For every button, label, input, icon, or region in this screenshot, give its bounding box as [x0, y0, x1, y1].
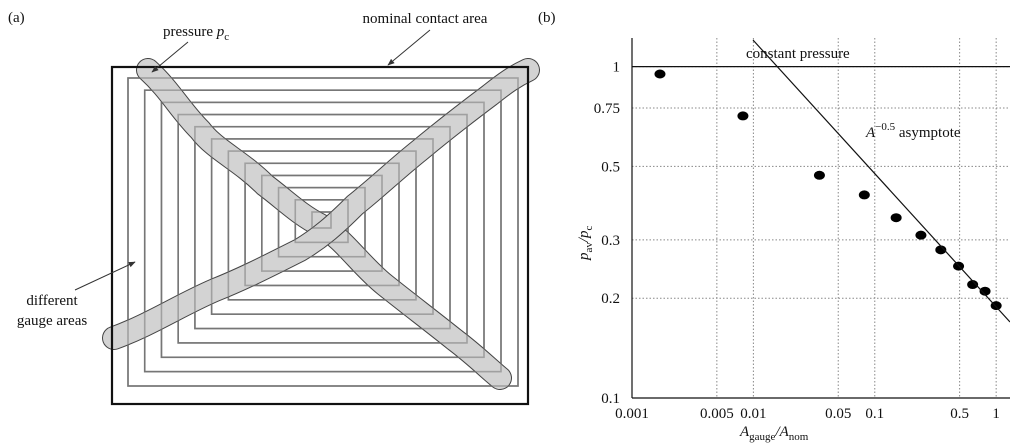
y-tick-label: 0.75	[594, 101, 620, 117]
asym-text: asymptote	[895, 125, 961, 141]
data-point	[654, 70, 665, 79]
data-point	[859, 190, 870, 199]
figure: (a) pressure pc nominal contact area dif…	[0, 0, 1010, 445]
x-label-part: /A	[774, 424, 789, 440]
y-axis-label: pav/pc	[576, 225, 595, 261]
y-label-part: /p	[576, 230, 592, 243]
x-tick-label: 1	[992, 406, 1000, 422]
y-label-sub: c	[583, 225, 595, 230]
x-tick-label: 0.001	[615, 406, 649, 422]
y-tick-label: 0.5	[601, 159, 620, 175]
x-tick-label: 0.005	[700, 406, 734, 422]
y-tick-label: 0.3	[601, 233, 620, 249]
x-tick-label: 0.01	[740, 406, 766, 422]
x-tick-label: 0.1	[865, 406, 884, 422]
arrow	[75, 262, 135, 290]
constant-label: constant pressure	[746, 46, 850, 62]
data-point	[915, 231, 926, 240]
y-tick-label: 0.2	[601, 291, 620, 307]
panel-label: (b)	[538, 10, 556, 26]
data-point	[814, 171, 825, 180]
y-tick-label: 1	[613, 60, 621, 76]
gauge-label: gauge areas	[17, 313, 88, 329]
x-label-sub: nom	[789, 431, 809, 443]
panel-label: (a)	[8, 10, 25, 26]
data-point	[891, 213, 902, 222]
asymptote-label: A−0.5 asymptote	[865, 121, 961, 141]
asymptote-line	[753, 40, 1010, 322]
x-tick-label: 0.5	[950, 406, 969, 422]
y-tick-label: 0.1	[601, 391, 620, 407]
contact-bands	[114, 70, 528, 378]
pressure-sub: c	[224, 31, 229, 43]
x-axis-label: Agauge/Anom	[739, 424, 809, 443]
x-tick-label: 0.05	[825, 406, 851, 422]
nominal-label: nominal contact area	[363, 11, 488, 27]
data-point	[737, 111, 748, 120]
pressure-label: pressure pc	[163, 24, 229, 43]
plot: 0.1 0.2 0.3 0.5 0.75 1 0.001 0.005 0.01 0.05 0.1 0.…	[594, 38, 1010, 422]
gauge-label: different	[26, 293, 78, 309]
page: (a) pressure pc nominal contact area dif…	[0, 0, 1010, 445]
y-label-sub: av	[583, 242, 595, 253]
arrow	[388, 30, 430, 65]
pressure-text: pressure	[163, 24, 213, 40]
asym-exp: −0.5	[875, 121, 895, 133]
x-label-sub: gauge	[749, 431, 775, 443]
